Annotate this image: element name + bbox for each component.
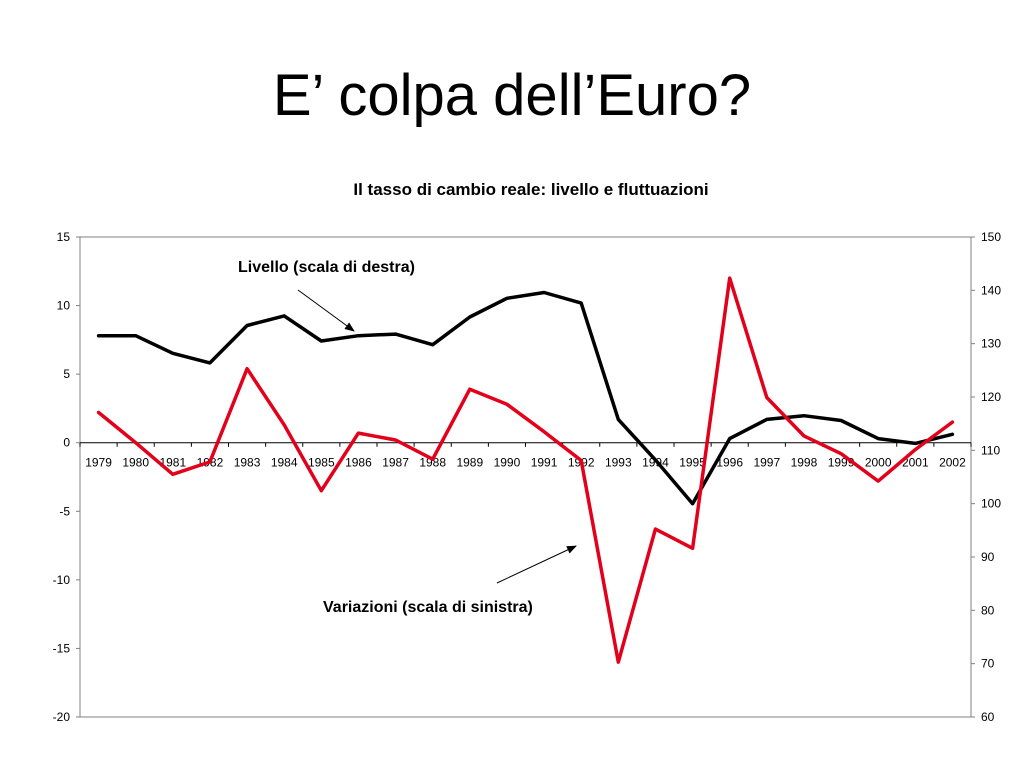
x-axis-tick-label: 1983 (234, 456, 261, 470)
x-axis-tick-label: 2000 (865, 456, 892, 470)
left-axis-tick-label: -15 (53, 641, 71, 655)
x-axis-tick-label: 1979 (85, 456, 112, 470)
annotation-livello: Livello (scala di destra) (238, 259, 415, 276)
right-axis-tick-label: 140 (981, 283, 1001, 297)
x-axis-tick-label: 1984 (271, 456, 298, 470)
slide-title: E’ colpa dell’Euro? (272, 63, 752, 128)
chart-title: Il tasso di cambio reale: livello e flut… (353, 180, 709, 199)
plot-area (79, 236, 972, 718)
x-axis-tick-label: 1998 (791, 456, 818, 470)
x-axis-tick-label: 1987 (382, 456, 409, 470)
x-axis-tick-label: 1988 (419, 456, 446, 470)
left-axis-tick-label: -10 (53, 573, 71, 587)
right-axis-tick-label: 110 (981, 443, 1000, 457)
x-axis-tick-label: 1985 (308, 456, 335, 470)
left-axis-tick-label: 5 (63, 367, 70, 381)
right-axis-tick-label: 90 (981, 550, 995, 564)
right-axis-tick-label: 130 (981, 337, 1001, 351)
right-axis-tick-label: 60 (981, 710, 995, 724)
x-axis-tick-label: 1986 (345, 456, 372, 470)
x-axis-tick-label: 1995 (679, 456, 706, 470)
right-axis-tick-label: 150 (981, 230, 1001, 244)
right-axis-tick-label: 120 (981, 390, 1001, 404)
x-axis-tick-label: 2001 (902, 456, 929, 470)
right-axis-tick-label: 100 (981, 497, 1001, 511)
annotation-livello-arrow (297, 289, 355, 332)
left-axis-tick-label: -20 (53, 710, 71, 724)
x-axis-tick-label: 1980 (122, 456, 149, 470)
right-axis-tick-label: 70 (981, 657, 995, 671)
x-axis-tick-label: 1981 (159, 456, 186, 470)
x-axis-tick-label: 1993 (605, 456, 632, 470)
x-axis-tick-label: 1990 (494, 456, 521, 470)
x-axis-tick-label: 2002 (939, 456, 966, 470)
left-axis-tick-label: 0 (63, 436, 70, 450)
left-axis-tick-label: 15 (57, 230, 71, 244)
left-axis-tick-label: 10 (57, 299, 71, 313)
x-axis-tick-label: 1997 (753, 456, 780, 470)
x-axis-tick-label: 1989 (456, 456, 483, 470)
series-line-livello (96, 290, 955, 506)
x-axis-tick-label: 1996 (716, 456, 743, 470)
annotation-variazioni: Variazioni (scala di sinistra) (323, 599, 533, 616)
x-axis-tick-label: 1991 (531, 456, 558, 470)
left-axis-tick-label: -5 (59, 504, 70, 518)
annotation-variazioni-arrow (496, 545, 577, 584)
series-line-variazioni (96, 276, 955, 664)
right-axis-tick-label: 80 (981, 603, 995, 617)
